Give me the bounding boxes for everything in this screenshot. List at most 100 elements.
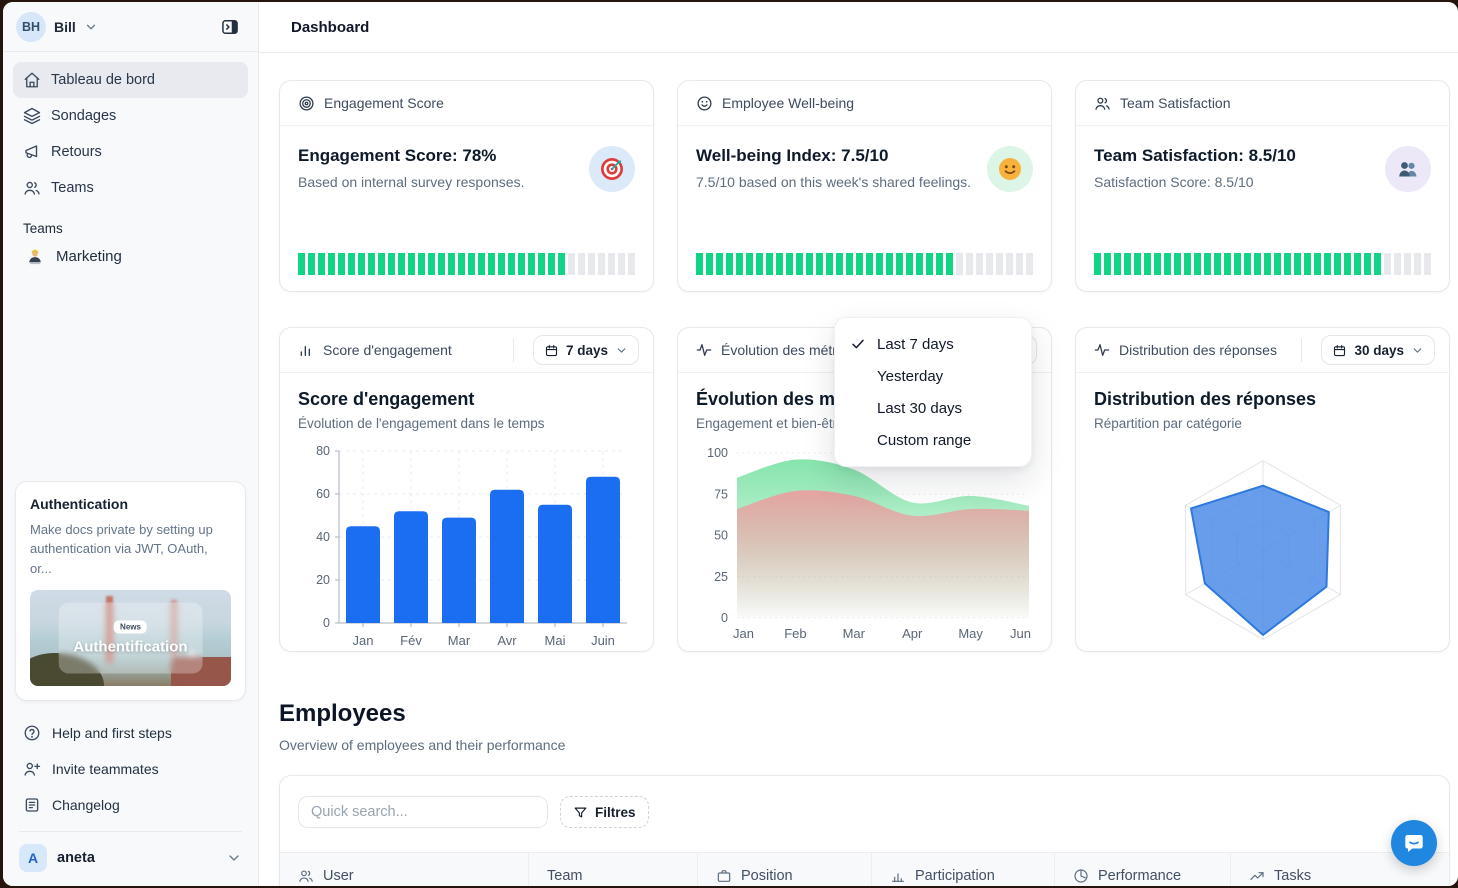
column-header-tasks[interactable]: Tasks: [1230, 853, 1449, 886]
card-header: Employee Well-being: [678, 81, 1051, 126]
promo-card[interactable]: Authentication Make docs private by sett…: [15, 480, 246, 701]
svg-text:Apr: Apr: [902, 626, 923, 641]
trending-up-icon: [1250, 871, 1264, 880]
svg-text:Mar: Mar: [447, 633, 470, 648]
engagement-chart-card: Score d'engagement 7 days Score d'engage…: [279, 327, 654, 652]
sidebar-item-tableau-de-bord[interactable]: Tableau de bord: [13, 62, 248, 98]
help-circle-icon: [24, 725, 40, 741]
users-icon: [299, 869, 313, 882]
bar-chart-icon: [300, 346, 310, 356]
sidebar-item-label: Teams: [51, 180, 94, 196]
workspace-switcher[interactable]: BH Bill: [3, 2, 258, 52]
range-select-button[interactable]: 7 days: [532, 335, 639, 365]
card-header-title: Employee Well-being: [722, 95, 855, 111]
account-switcher[interactable]: A aneta: [3, 832, 258, 886]
target-icon: [299, 95, 314, 111]
metrics-area-chart: 0 25 50 75 100 Jan Feb Mar Apr May Jun: [707, 446, 1031, 641]
briefcase-icon: [717, 869, 731, 882]
workspace-name: Bill: [54, 18, 76, 35]
column-header-team[interactable]: Team: [528, 853, 697, 886]
column-label: Tasks: [1274, 867, 1312, 884]
chart-title: Score d'engagement: [298, 389, 475, 409]
range-select-button[interactable]: 30 days: [1321, 335, 1435, 365]
sidebar-item-sondages[interactable]: Sondages: [13, 98, 248, 134]
collapse-sidebar-icon: [222, 19, 238, 34]
range-label: 30 days: [1354, 342, 1404, 358]
sidebar-team-marketing[interactable]: Marketing: [3, 239, 258, 273]
svg-text:60: 60: [316, 487, 330, 501]
menu-item-label: Custom range: [877, 431, 972, 449]
chevron-down-icon: [86, 24, 95, 29]
card-header: Team Satisfaction: [1076, 81, 1449, 126]
divider: [512, 338, 514, 362]
sidebar-item-changelog[interactable]: Changelog: [13, 787, 248, 823]
dashboard-content: Engagement Score Engagement Score: 78% B…: [259, 53, 1458, 886]
range-dropdown-menu: Last 7 days Yesterday Last 30 days Custo…: [834, 317, 1032, 467]
card-header: Score d'engagement 7 days: [280, 328, 653, 373]
sidebar-nav: Tableau de bord Sondages Retours Teams: [3, 52, 258, 206]
svg-text:50: 50: [714, 529, 728, 543]
svg-text:0: 0: [721, 611, 728, 625]
svg-text:20: 20: [316, 573, 330, 587]
target-emoji: [589, 146, 635, 192]
chart-subtitle: Répartition par catégorie: [1094, 416, 1242, 431]
menu-item-label: Last 7 days: [877, 335, 954, 353]
engagement-score-card: Engagement Score Engagement Score: 78% B…: [279, 80, 654, 292]
stat-cards-row: Engagement Score Engagement Score: 78% B…: [279, 80, 1450, 292]
svg-text:0: 0: [323, 616, 330, 630]
chat-launcher-button[interactable]: [1391, 820, 1437, 866]
promo-body: Make docs private by setting up authenti…: [30, 521, 213, 576]
filters-button[interactable]: Filtres: [560, 796, 649, 828]
stat-subtitle: Satisfaction Score: 8.5/10: [1094, 174, 1254, 190]
progress-bar: [298, 253, 635, 275]
column-header-performance[interactable]: Performance: [1054, 853, 1230, 886]
svg-text:Jun: Jun: [1010, 626, 1031, 641]
sidebar-collapse-button[interactable]: [215, 12, 245, 42]
account-avatar: A: [19, 844, 47, 872]
svg-text:Mai: Mai: [544, 633, 565, 648]
column-label: User: [323, 867, 354, 884]
svg-text:Juin: Juin: [591, 633, 615, 648]
column-header-position[interactable]: Position: [697, 853, 871, 886]
responses-distribution-card: Distribution des réponses 30 days Distri…: [1075, 327, 1450, 652]
divider: [19, 831, 242, 832]
menu-item-custom-range[interactable]: Custom range: [835, 424, 1031, 456]
table-header-row: User Team Position Participation: [280, 852, 1449, 886]
card-header-title: Engagement Score: [324, 95, 444, 111]
svg-text:Fév: Fév: [400, 633, 422, 648]
employees-table-card: Filtres User Team Position: [279, 775, 1450, 886]
page-title: Dashboard: [291, 18, 370, 36]
card-header: Engagement Score: [280, 81, 653, 126]
sidebar-item-invite[interactable]: Invite teammates: [13, 751, 248, 787]
search-input[interactable]: [298, 796, 548, 828]
calendar-icon: [545, 344, 558, 356]
sidebar-item-label: Retours: [51, 144, 102, 160]
menu-item-last-30-days[interactable]: Last 30 days: [835, 392, 1031, 424]
svg-text:100: 100: [707, 446, 728, 460]
wellbeing-card: Employee Well-being Well-being Index: 7.…: [677, 80, 1052, 292]
sidebar-item-help[interactable]: Help and first steps: [13, 715, 248, 751]
user-plus-icon: [24, 762, 41, 776]
card-body: Score d'engagement Évolution de l'engage…: [280, 373, 653, 651]
chevron-down-icon: [617, 347, 626, 353]
smiling-emoji: [987, 146, 1033, 192]
promo-image: News Authentification: [30, 590, 231, 686]
card-header-title: Team Satisfaction: [1120, 95, 1231, 111]
chevron-down-icon: [229, 855, 239, 861]
svg-text:Avr: Avr: [497, 633, 517, 648]
column-header-user[interactable]: User: [280, 853, 528, 886]
card-header-title: Distribution des réponses: [1119, 342, 1277, 358]
menu-item-last-7-days[interactable]: Last 7 days: [835, 328, 1031, 360]
sidebar-item-teams[interactable]: Teams: [13, 170, 248, 206]
sidebar-item-retours[interactable]: Retours: [13, 134, 248, 170]
employees-subtitle: Overview of employees and their performa…: [279, 737, 566, 753]
busts-emoji: [1385, 146, 1431, 192]
check-icon: [852, 339, 864, 349]
menu-item-yesterday[interactable]: Yesterday: [835, 360, 1031, 392]
sidebar-spacer: [3, 273, 258, 471]
column-header-participation[interactable]: Participation: [871, 853, 1054, 886]
card-body: Team Satisfaction: 8.5/10 Satisfaction S…: [1076, 126, 1449, 192]
activity-icon: [696, 344, 712, 356]
chart-subtitle: Engagement et bien-être: [696, 416, 845, 431]
sidebar-footer: Help and first steps Invite teammates Ch…: [3, 711, 258, 823]
